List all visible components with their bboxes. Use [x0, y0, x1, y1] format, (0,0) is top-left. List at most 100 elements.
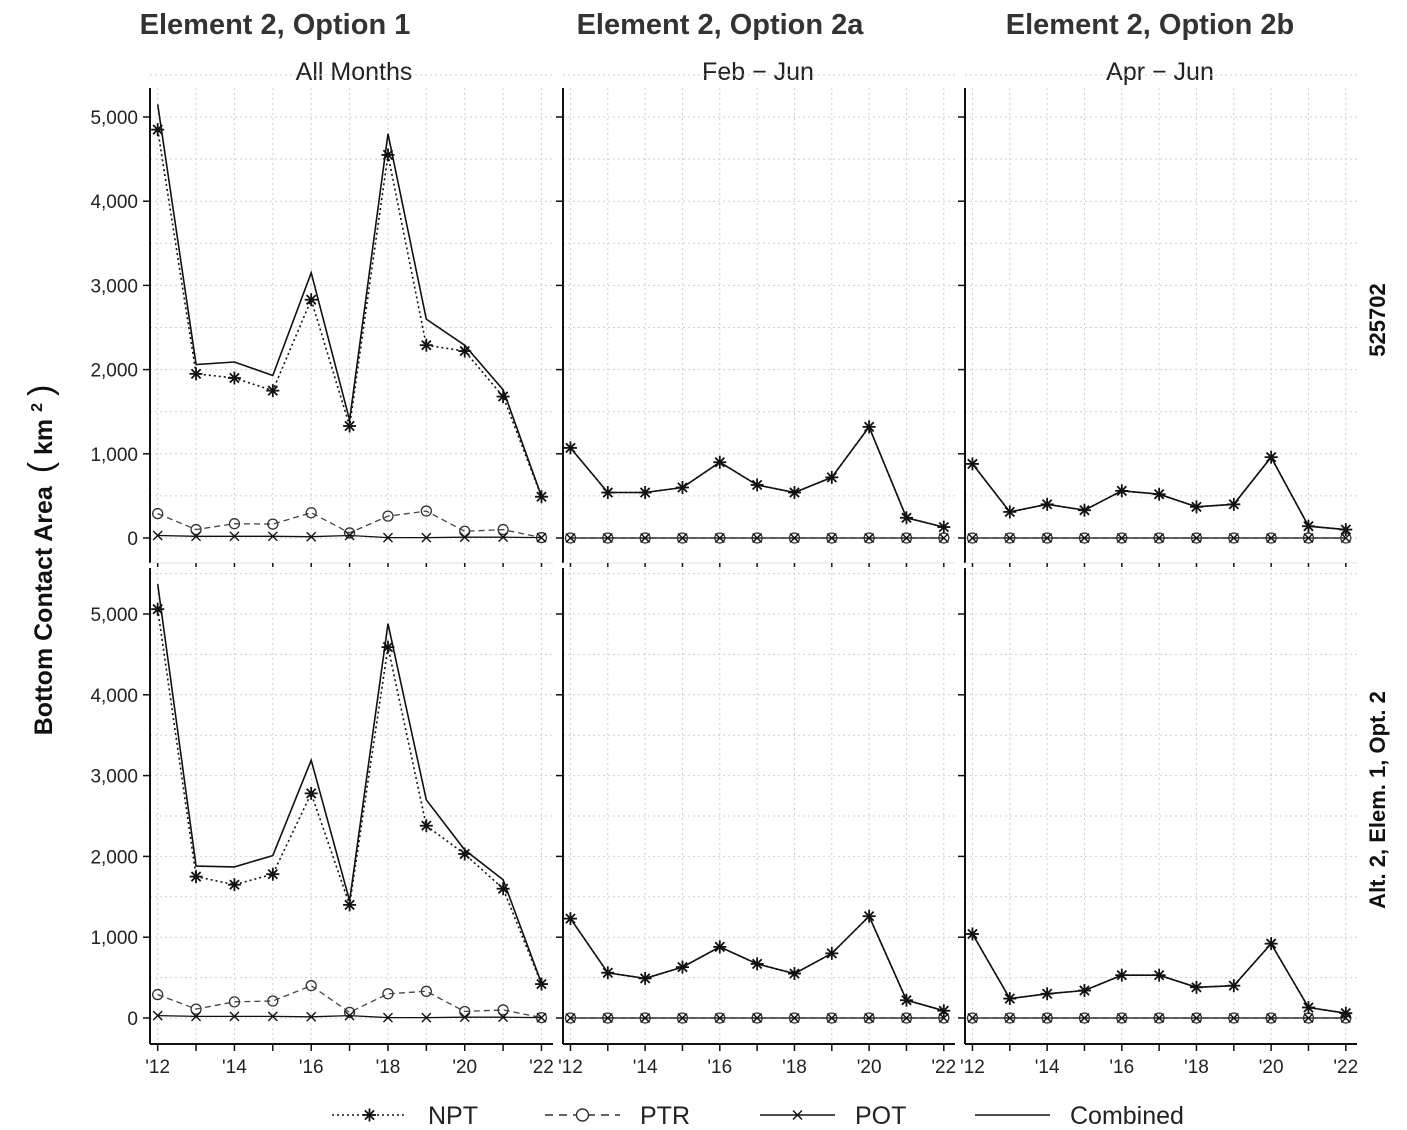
x-tick-label: '22 [1333, 1057, 1358, 1078]
point-npt [343, 419, 357, 433]
x-tick-label: '12 [558, 1057, 583, 1078]
point-pot [602, 1013, 613, 1023]
point-pot [752, 1013, 763, 1023]
point-ptr [1004, 1012, 1016, 1024]
point-npt [343, 898, 357, 912]
point-ptr [1004, 532, 1016, 544]
point-pot [1228, 1013, 1239, 1023]
grid [563, 568, 955, 1044]
point-pot [1303, 533, 1314, 543]
point-npt [1152, 487, 1166, 501]
x-tick-label: '18 [376, 1057, 401, 1078]
column-title-1: Element 2, Option 1 [140, 9, 411, 41]
x-tick-label: '22 [931, 1057, 956, 1078]
legend-label: POT [855, 1102, 906, 1130]
point-npt [266, 384, 280, 398]
point-ptr [564, 1012, 577, 1024]
point-npt [1301, 1000, 1315, 1014]
point-npt [825, 470, 839, 484]
panel-r1-c3 [958, 74, 1357, 567]
y-tick-label: 3,000 [90, 767, 138, 788]
point-npt [563, 912, 577, 926]
point-ptr [420, 985, 432, 997]
point-pot [191, 531, 202, 542]
point-ptr [826, 532, 838, 544]
point-ptr [676, 532, 689, 544]
point-npt [965, 457, 979, 471]
point-pot [565, 533, 576, 543]
x-tick-label: '18 [1184, 1057, 1209, 1078]
point-npt [227, 371, 241, 385]
point-npt [1077, 503, 1091, 517]
point-npt [381, 640, 395, 654]
point-npt [825, 946, 839, 960]
point-pot [382, 532, 393, 543]
point-npt [304, 293, 318, 307]
point-ptr [788, 1012, 801, 1024]
y-tick-label: 4,000 [90, 686, 138, 707]
point-ptr [966, 532, 979, 544]
point-pot [677, 1013, 688, 1023]
x-tick-label: '20 [452, 1057, 477, 1078]
point-npt [1077, 984, 1091, 998]
grid [965, 74, 1357, 563]
x-tick-label: '12 [145, 1057, 170, 1078]
strip-label-2: Feb − Jun [702, 58, 814, 86]
series-line-ptr [157, 984, 542, 1019]
point-npt [937, 520, 951, 534]
point-pot [901, 1013, 912, 1023]
point-ptr [714, 532, 726, 544]
point-pot [498, 1012, 509, 1023]
point-npt [304, 786, 318, 800]
row-label-1: 525702 [1365, 283, 1390, 356]
point-npt [1264, 450, 1278, 464]
x-tick-label: '20 [1259, 1057, 1284, 1078]
x-tick-label: '14 [633, 1057, 658, 1078]
point-npt [1189, 500, 1203, 514]
point-ptr [382, 510, 394, 522]
y-tick-label: 2,000 [90, 847, 138, 868]
grid [150, 74, 553, 563]
point-ptr [751, 532, 763, 544]
point-npt [1264, 937, 1278, 951]
point-ptr [497, 523, 509, 536]
point-pot [229, 1011, 240, 1022]
point-npt [189, 367, 203, 381]
legend-label: NPT [428, 1102, 478, 1130]
point-pot [152, 1010, 163, 1021]
row-label-2: Alt. 2, Elem. 1, Opt. 2 [1365, 691, 1390, 909]
y-tick-label: 1,000 [90, 928, 138, 949]
point-ptr [900, 532, 913, 544]
point-ptr [1116, 532, 1128, 544]
point-npt [534, 977, 548, 991]
point-npt [1003, 992, 1017, 1006]
y-tick-label: 5,000 [90, 108, 138, 129]
point-pot [1191, 533, 1202, 543]
point-pot [421, 1012, 432, 1023]
point-ptr [1078, 532, 1091, 544]
point-ptr [228, 996, 241, 1008]
point-npt [189, 870, 203, 884]
legend-marker [792, 1110, 803, 1120]
point-npt [675, 960, 689, 974]
point-pot [536, 532, 547, 543]
series-line-combined [569, 425, 944, 528]
point-npt [965, 927, 979, 941]
point-pot [1303, 1013, 1314, 1023]
point-npt [713, 455, 727, 469]
y-tick-label: 4,000 [90, 192, 138, 213]
strip-label-1: All Months [296, 58, 413, 86]
point-pot [1004, 533, 1015, 543]
legend-marker [575, 1108, 590, 1122]
point-pot [344, 530, 355, 541]
point-ptr [639, 1012, 651, 1024]
point-ptr [1116, 1012, 1128, 1024]
point-pot [1266, 533, 1277, 543]
point-npt [899, 993, 913, 1007]
point-npt [419, 819, 433, 833]
column-title-2: Element 2, Option 2a [577, 9, 865, 41]
point-ptr [751, 1012, 763, 1024]
grid [150, 568, 553, 1044]
point-pot [938, 533, 949, 543]
